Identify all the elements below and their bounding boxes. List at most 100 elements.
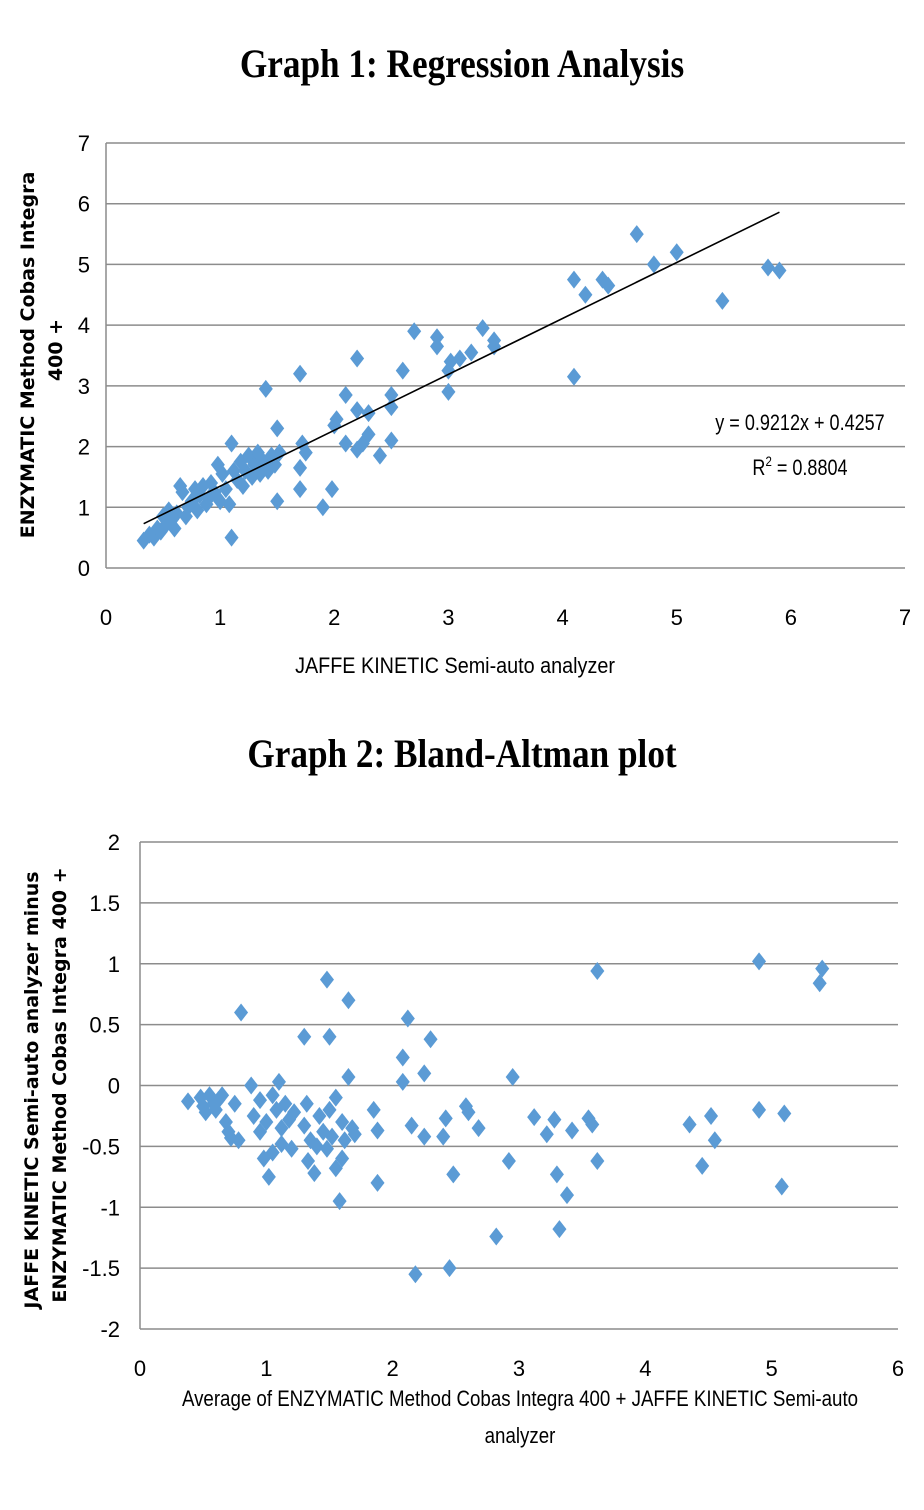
data-point (384, 385, 399, 404)
x-tick-label: 2 (387, 1356, 399, 1381)
data-point (429, 337, 445, 356)
data-point (384, 398, 399, 417)
data-point (319, 970, 334, 989)
data-point (475, 319, 490, 338)
x-tick-label: 4 (639, 1356, 651, 1381)
data-point (272, 443, 287, 462)
y-tick-label: 2 (108, 830, 120, 855)
data-point (436, 1127, 451, 1146)
y-tick-label: -2 (100, 1317, 120, 1342)
data-point (322, 1100, 337, 1119)
data-point (601, 276, 616, 295)
x-tick-label: 5 (671, 605, 683, 630)
data-point (338, 434, 353, 453)
data-point (404, 1116, 419, 1135)
x-tick-label: 0 (134, 1356, 146, 1381)
data-point (325, 1127, 340, 1146)
data-point (335, 1113, 350, 1132)
data-point (284, 1139, 299, 1158)
data-point (335, 1149, 350, 1168)
data-point (715, 291, 730, 310)
data-point (338, 385, 353, 404)
data-point (233, 452, 248, 471)
data-point (669, 243, 684, 262)
data-point (270, 492, 285, 511)
data-point (559, 1186, 575, 1205)
data-point (293, 480, 308, 499)
data-point (464, 343, 479, 362)
data-point (400, 1009, 415, 1028)
data-point (218, 1113, 233, 1132)
x-tick-label: 5 (766, 1356, 778, 1381)
data-point (341, 991, 356, 1010)
data-point (227, 1094, 242, 1113)
data-point (695, 1156, 710, 1175)
data-point (324, 480, 340, 499)
data-point (527, 1108, 542, 1127)
x-tick-label: 4 (556, 605, 568, 630)
data-point (244, 1076, 259, 1095)
y-tick-label: 0 (108, 1074, 120, 1099)
data-point (549, 1165, 564, 1184)
data-point (777, 1104, 792, 1123)
data-point (461, 1103, 476, 1122)
x-tick-label: 2 (328, 605, 340, 630)
data-point (146, 528, 161, 547)
data-point (196, 477, 211, 496)
data-point (319, 1139, 334, 1158)
data-point (366, 1100, 381, 1119)
data-point (332, 1192, 347, 1211)
data-point (158, 516, 173, 535)
x-tick-label: 0 (100, 605, 112, 630)
data-point (539, 1125, 554, 1144)
data-point (222, 495, 237, 514)
y-tick-label: 6 (78, 192, 90, 217)
data-point (384, 431, 399, 450)
data-point (180, 1092, 196, 1111)
data-point (812, 974, 827, 993)
data-point (395, 1072, 410, 1091)
data-point (417, 1064, 432, 1083)
data-point (274, 1119, 289, 1138)
data-point (329, 410, 344, 429)
data-point (211, 1091, 226, 1110)
x-tick-label: 1 (214, 605, 226, 630)
data-point (269, 1100, 284, 1119)
data-point (235, 477, 250, 496)
x-axis-label-line: analyzer (485, 1425, 556, 1449)
y-tick-label: 4 (78, 313, 90, 338)
data-point (265, 1143, 280, 1162)
data-point (458, 1097, 473, 1116)
x-axis-label-line: Average of ENZYMATIC Method Cobas Integr… (182, 1388, 858, 1412)
data-point (752, 1100, 767, 1119)
y-tick-label: -0.5 (82, 1134, 120, 1159)
data-point (407, 322, 422, 341)
data-point (258, 379, 273, 398)
data-point (259, 1113, 274, 1132)
y-tick-label: 1 (78, 495, 90, 520)
y-tick-label: 0.5 (89, 1013, 120, 1038)
data-point (408, 1265, 423, 1284)
data-point (682, 1115, 697, 1134)
data-point (309, 1137, 324, 1156)
data-point (178, 507, 193, 526)
data-point (423, 1030, 438, 1049)
data-point (315, 498, 330, 517)
data-point (234, 1003, 249, 1022)
data-point (815, 959, 830, 978)
x-axis-label: JAFFE KINETIC Semi-auto analyzer (295, 654, 615, 678)
data-point (271, 1072, 286, 1091)
data-point (192, 486, 207, 505)
x-tick-label: 3 (513, 1356, 525, 1381)
data-point (489, 1227, 504, 1246)
data-point (265, 1086, 280, 1105)
data-point (547, 1110, 562, 1129)
trendline (143, 211, 780, 525)
data-point (646, 255, 661, 274)
data-point (322, 1027, 337, 1046)
data-point (471, 1119, 486, 1138)
data-point (438, 1109, 453, 1128)
y-axis-label-line: JAFFE KINETIC Semi-auto analyzer minus (21, 871, 43, 1310)
y-tick-label: 7 (78, 131, 90, 156)
data-point (442, 1259, 457, 1278)
